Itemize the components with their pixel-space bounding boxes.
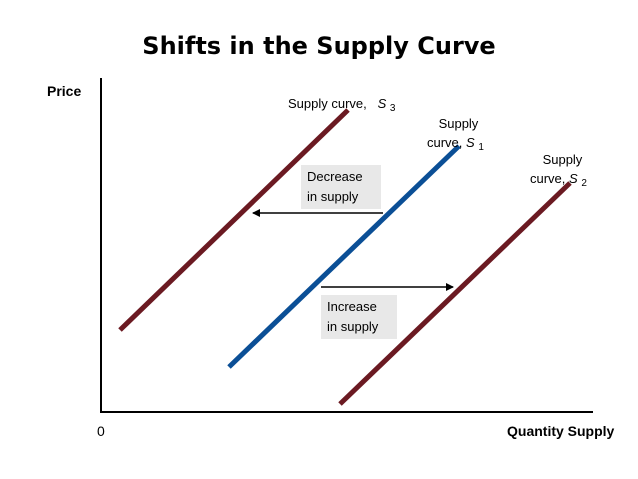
y-axis-label: Price (47, 83, 82, 99)
curve-label-s1-line1: Supply (438, 116, 479, 131)
supply-curve-s1 (227, 144, 461, 369)
curve-label-s2: Supply curve, S 2 (530, 150, 587, 190)
curve-label-s2-subscript: 2 (581, 178, 587, 189)
increase-in-supply-box: Increase in supply (321, 295, 397, 339)
supply-curve-s3 (118, 108, 350, 332)
increase-line2: in supply (327, 319, 379, 334)
curve-label-s1-line2: curve, S 1 (427, 133, 484, 154)
diagram-title: Shifts in the Supply Curve (142, 32, 496, 60)
curve-label-s1: Supply curve, S 1 (427, 114, 484, 154)
curve-label-s2-line1: Supply (542, 152, 583, 167)
curve-label-s1-word: curve, (427, 135, 463, 150)
increase-line1: Increase (327, 299, 377, 314)
curve-label-s3: Supply curve, S 3 (288, 94, 395, 115)
curve-label-s3-subscript: 3 (389, 103, 396, 114)
decrease-in-supply-box: Decrease in supply (301, 165, 381, 209)
origin-label: 0 (97, 423, 105, 439)
curve-label-s2-symbol: S (569, 171, 578, 186)
curve-label-s3-symbol: S (377, 96, 387, 111)
curve-label-s3-text: Supply curve, (288, 96, 367, 111)
curve-label-s1-subscript: 1 (478, 142, 484, 153)
curve-label-s2-line2: curve, S 2 (530, 169, 587, 190)
supply-curve-s2 (338, 181, 572, 406)
curve-label-s2-word: curve, (530, 171, 566, 186)
decrease-line1: Decrease (307, 169, 363, 184)
x-axis-label: Quantity Supply (507, 423, 615, 439)
decrease-line2: in supply (307, 189, 359, 204)
curve-label-s1-symbol: S (466, 135, 475, 150)
